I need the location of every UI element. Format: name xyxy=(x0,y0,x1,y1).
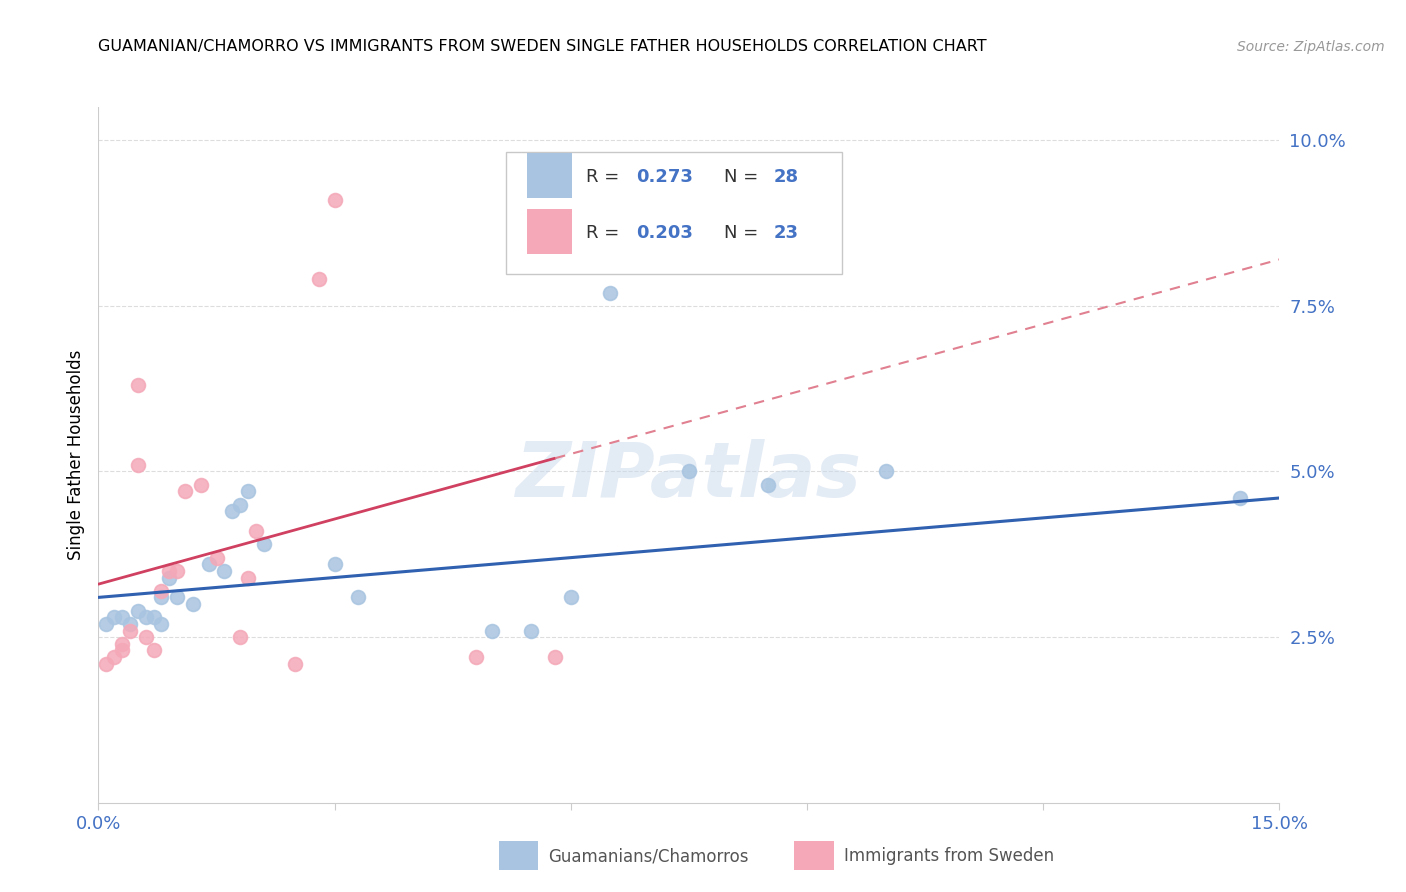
Point xyxy=(96,657,118,671)
Text: Source: ZipAtlas.com: Source: ZipAtlas.com xyxy=(1237,39,1385,54)
Point xyxy=(875,465,897,479)
Bar xyxy=(527,209,572,254)
Point xyxy=(284,657,307,671)
Text: N =: N = xyxy=(724,169,765,186)
Point xyxy=(142,610,165,624)
Point xyxy=(135,610,157,624)
Point xyxy=(1229,491,1251,505)
Text: 23: 23 xyxy=(773,224,799,243)
Point xyxy=(157,570,180,584)
Point xyxy=(465,650,488,665)
Point xyxy=(181,597,204,611)
Point xyxy=(96,616,118,631)
Point xyxy=(229,630,252,644)
Point xyxy=(229,498,252,512)
Text: Guamanians/Chamorros: Guamanians/Chamorros xyxy=(548,847,749,865)
Point xyxy=(166,564,188,578)
Text: N =: N = xyxy=(724,224,765,243)
Text: Immigrants from Sweden: Immigrants from Sweden xyxy=(844,847,1053,865)
Point xyxy=(150,591,173,605)
Point xyxy=(103,650,125,665)
Point xyxy=(323,558,346,572)
Text: 28: 28 xyxy=(773,169,799,186)
Point xyxy=(111,610,134,624)
Point xyxy=(150,583,173,598)
Y-axis label: Single Father Households: Single Father Households xyxy=(66,350,84,560)
Text: R =: R = xyxy=(586,224,626,243)
Text: 0.203: 0.203 xyxy=(636,224,693,243)
Point xyxy=(347,591,370,605)
Point xyxy=(205,550,228,565)
Point xyxy=(190,477,212,491)
Point xyxy=(544,650,567,665)
Point xyxy=(560,591,582,605)
Point xyxy=(678,465,700,479)
Point xyxy=(253,537,276,551)
Point xyxy=(756,477,779,491)
Point xyxy=(245,524,267,538)
Point xyxy=(174,484,197,499)
Point xyxy=(127,604,149,618)
Text: ZIPatlas: ZIPatlas xyxy=(516,439,862,513)
Point xyxy=(236,484,259,499)
Point xyxy=(214,564,236,578)
Point xyxy=(111,637,134,651)
Point xyxy=(166,591,188,605)
Point xyxy=(118,624,141,638)
Point xyxy=(127,378,149,392)
Point xyxy=(599,285,621,300)
Point xyxy=(520,624,543,638)
Point xyxy=(135,630,157,644)
Point xyxy=(197,558,219,572)
Text: R =: R = xyxy=(586,169,626,186)
Point xyxy=(236,570,259,584)
Point xyxy=(308,272,330,286)
Point xyxy=(111,643,134,657)
Text: GUAMANIAN/CHAMORRO VS IMMIGRANTS FROM SWEDEN SINGLE FATHER HOUSEHOLDS CORRELATIO: GUAMANIAN/CHAMORRO VS IMMIGRANTS FROM SW… xyxy=(98,38,987,54)
Point xyxy=(103,610,125,624)
Text: 0.273: 0.273 xyxy=(636,169,693,186)
Bar xyxy=(527,153,572,198)
Point xyxy=(481,624,503,638)
Point xyxy=(142,643,165,657)
Point xyxy=(118,616,141,631)
Point xyxy=(150,616,173,631)
Point xyxy=(323,193,346,207)
Point xyxy=(157,564,180,578)
Point xyxy=(221,504,243,518)
Point xyxy=(127,458,149,472)
